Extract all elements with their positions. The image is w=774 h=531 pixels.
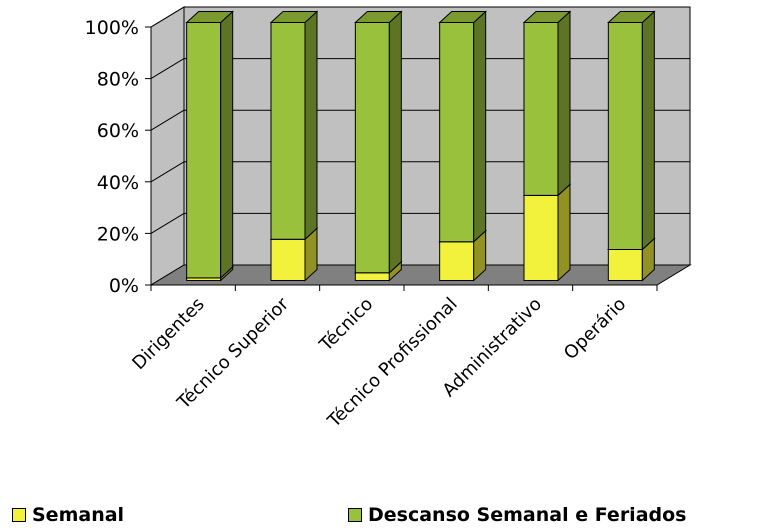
bar-top	[438, 11, 487, 23]
bar-front	[523, 194, 559, 281]
bar-side	[220, 10, 234, 280]
legend-swatch-descanso	[348, 508, 362, 522]
x-category-label: Dirigentes	[128, 294, 208, 374]
side-wall	[150, 6, 185, 286]
y-tick-label: 60%	[97, 120, 139, 142]
bar-front	[270, 238, 306, 281]
bar-top	[269, 11, 319, 23]
bar-side	[304, 10, 318, 241]
bar-segment	[607, 10, 656, 251]
gridline-side	[150, 212, 185, 234]
bar-top	[354, 11, 403, 23]
y-tick-label: 80%	[97, 69, 139, 91]
bar-front	[607, 22, 643, 251]
bar-top	[522, 11, 572, 23]
bar-side	[641, 10, 655, 251]
bar-front	[354, 272, 390, 281]
bar-side	[557, 10, 571, 197]
bar-segment	[269, 10, 319, 241]
axes	[145, 26, 658, 291]
bar-front	[354, 22, 390, 274]
y-tick-label: 0%	[109, 275, 139, 297]
bar-side	[557, 183, 571, 282]
bar-segment	[522, 183, 572, 282]
bars	[185, 10, 656, 282]
legend-label-semanal: Semanal	[32, 504, 125, 526]
x-category-label: Operário	[560, 294, 630, 364]
bar-front	[186, 22, 222, 279]
legend-swatch-semanal	[12, 508, 26, 522]
gridlines	[150, 6, 690, 234]
bar-front	[439, 22, 475, 243]
bar-front	[439, 241, 475, 281]
legend-item-semanal: Semanal	[12, 503, 124, 527]
bar-side	[388, 10, 402, 274]
legend-item-descanso: Descanso Semanal e Feriados	[348, 503, 686, 527]
bar-segment	[522, 10, 572, 197]
y-tick-label: 20%	[97, 223, 139, 245]
bar-segment	[438, 10, 487, 243]
x-category-label: Técnico	[315, 294, 377, 356]
gridline-side	[150, 6, 185, 28]
y-axis-ticks: 0% 20% 40% 60% 80% 100%	[85, 17, 139, 297]
bar-top	[607, 11, 656, 23]
gridline-side	[150, 161, 185, 183]
bar-front	[270, 22, 306, 240]
gridline-side	[150, 109, 185, 131]
bar-front	[607, 249, 643, 281]
bar-front	[523, 22, 559, 196]
bar-segment	[354, 10, 403, 274]
y-tick-label: 40%	[97, 172, 139, 194]
gridline-side	[150, 58, 185, 80]
y-tick-label: 100%	[85, 17, 139, 39]
legend-label-descanso: Descanso Semanal e Feriados	[368, 504, 687, 526]
bar-side	[473, 10, 487, 243]
bar-segment	[185, 10, 234, 280]
bar-top	[185, 11, 234, 23]
